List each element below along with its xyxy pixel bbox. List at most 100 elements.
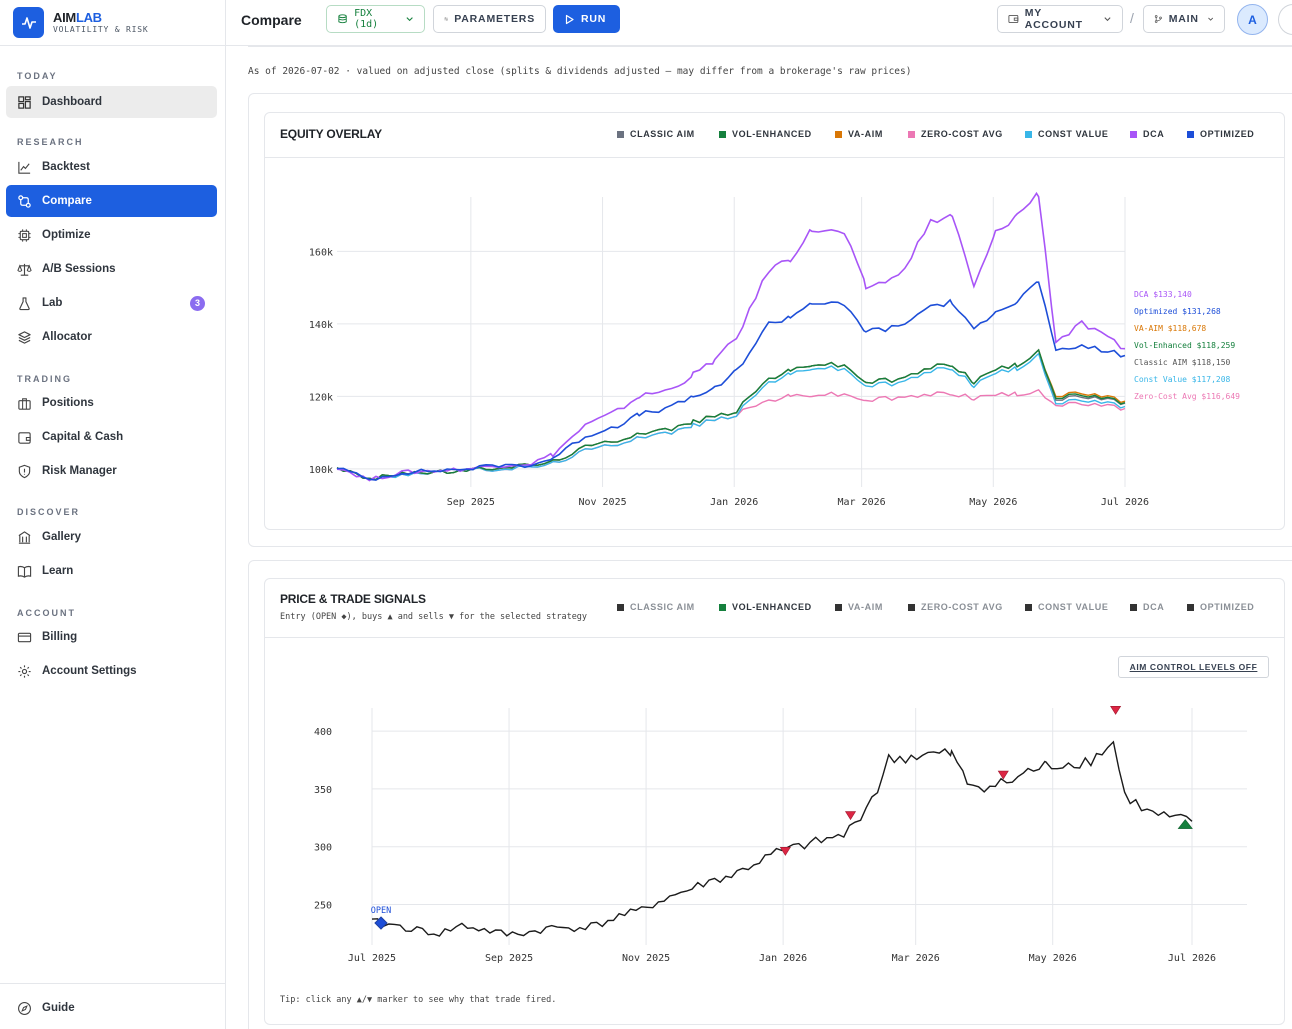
sidebar-item-label: A/B Sessions: [42, 263, 116, 275]
legend-swatch: [719, 603, 726, 611]
sidebar-item-label: Positions: [42, 397, 94, 409]
series-line-optimized[interactable]: [336, 281, 1126, 481]
legend-swatch: [1025, 603, 1032, 611]
end-value-label: DCA $133,140: [1134, 290, 1192, 299]
price-line-fdx[interactable]: [371, 740, 1193, 937]
sidebar-item-allocator[interactable]: Allocator: [6, 321, 217, 353]
y-tick-label: 300: [314, 843, 332, 854]
legend-label: CONST VALUE: [1038, 129, 1109, 139]
sidebar-item-positions[interactable]: Positions: [6, 387, 217, 419]
account-select[interactable]: MY ACCOUNT: [997, 5, 1123, 33]
legend-classic-aim[interactable]: CLASSIC AIM: [617, 129, 695, 139]
avatar[interactable]: A: [1237, 4, 1268, 35]
sidebar-item-label: Lab: [42, 297, 63, 309]
x-tick-label: May 2026: [1029, 953, 1077, 964]
section-title-trading: TRADING: [17, 374, 72, 384]
card-icon: [17, 632, 32, 642]
sidebar-item-risk-manager[interactable]: Risk Manager: [6, 455, 217, 487]
top-bar: Compare FDX (1d) PARAMETERS RUN MY ACCOU…: [226, 0, 1292, 46]
legend-dca[interactable]: DCA: [1130, 129, 1164, 139]
series-line-vol-enhanced[interactable]: [336, 348, 1126, 481]
y-tick-label: 160k: [309, 247, 333, 258]
sell-marker[interactable]: [1110, 706, 1122, 715]
sidebar-item-account-settings[interactable]: Account Settings: [6, 655, 217, 687]
legend-classic-aim[interactable]: CLASSIC AIM: [617, 602, 695, 612]
layers-icon: [18, 330, 31, 344]
legend-vol-enhanced[interactable]: VOL-ENHANCED: [719, 129, 812, 139]
sidebar-item-dashboard[interactable]: Dashboard: [6, 86, 217, 118]
sidebar-item-capital-cash[interactable]: Capital & Cash: [6, 421, 217, 453]
brand-name: AIMLAB: [53, 10, 102, 25]
sidebar-item-label: Guide: [42, 1002, 75, 1014]
play-icon: [565, 14, 574, 24]
legend-va-aim[interactable]: VA-AIM: [835, 129, 883, 139]
sidebar-footer: [0, 983, 225, 1029]
sell-marker[interactable]: [844, 811, 857, 821]
grid-icon: [18, 95, 31, 109]
branch-select[interactable]: MAIN: [1143, 5, 1225, 33]
open-marker[interactable]: [374, 916, 388, 930]
sidebar-item-label: Learn: [42, 565, 74, 577]
sidebar-item-compare[interactable]: Compare: [6, 185, 217, 217]
sidebar-item-label: Dashboard: [42, 96, 103, 108]
branch-icon: [1154, 15, 1162, 23]
run-button[interactable]: RUN: [553, 5, 620, 33]
sliders-icon: [444, 17, 448, 21]
legend-zero-cost-avg[interactable]: ZERO-COST AVG: [908, 602, 1003, 612]
wallet-icon: [1008, 14, 1019, 24]
series-line-const-value[interactable]: [336, 352, 1126, 481]
y-tick-label: 400: [314, 727, 332, 738]
legend-label: DCA: [1143, 602, 1165, 612]
legend-const-value[interactable]: CONST VALUE: [1025, 129, 1108, 139]
end-value-label: VA-AIM $118,678: [1134, 324, 1206, 333]
y-tick-label: 100k: [309, 465, 333, 476]
legend-optimized[interactable]: OPTIMIZED: [1187, 602, 1254, 612]
breadcrumb-separator: /: [1130, 10, 1134, 26]
signals-card: [264, 578, 1285, 1025]
legend-swatch: [908, 603, 915, 611]
section-title-research: RESEARCH: [17, 137, 84, 147]
sidebar-item-gallery[interactable]: Gallery: [6, 521, 217, 553]
legend-zero-cost-avg[interactable]: ZERO-COST AVG: [908, 129, 1003, 139]
sidebar-item-lab[interactable]: Lab 3: [6, 287, 217, 319]
buy-marker[interactable]: [1177, 819, 1193, 829]
sidebar-item-billing[interactable]: Billing: [6, 621, 217, 653]
legend-const-value[interactable]: CONST VALUE: [1025, 602, 1108, 612]
legend-va-aim[interactable]: VA-AIM: [835, 602, 883, 612]
sell-marker[interactable]: [779, 847, 791, 856]
legend-vol-enhanced[interactable]: VOL-ENHANCED: [719, 602, 812, 612]
legend-label: VOL-ENHANCED: [732, 602, 812, 612]
account-label: MY ACCOUNT: [1024, 7, 1083, 31]
x-tick-label: Jan 2026: [759, 953, 807, 964]
sell-marker[interactable]: [997, 770, 1009, 780]
sidebar-item-label: Backtest: [42, 161, 90, 173]
pulse-icon[interactable]: [13, 7, 44, 38]
sidebar-item-guide[interactable]: Guide: [6, 992, 217, 1024]
parameters-button[interactable]: PARAMETERS: [433, 5, 546, 33]
chevron-down-icon: [1104, 17, 1111, 22]
series-line-zero-cost-avg[interactable]: [336, 388, 1126, 481]
x-tick-label: Mar 2026: [838, 497, 886, 508]
legend-swatch: [719, 130, 726, 138]
sidebar-item-backtest[interactable]: Backtest: [6, 151, 217, 183]
sidebar-item-ab-sessions[interactable]: A/B Sessions: [6, 253, 217, 285]
x-tick-label: Jul 2026: [1168, 953, 1216, 964]
aim-control-levels-toggle[interactable]: AIM CONTROL LEVELS OFF: [1118, 656, 1269, 678]
legend-optimized[interactable]: OPTIMIZED: [1187, 129, 1254, 139]
legend-swatch: [835, 603, 842, 611]
sidebar-item-optimize[interactable]: Optimize: [6, 219, 217, 251]
legend-swatch: [1130, 130, 1137, 138]
series-line-dca[interactable]: [336, 191, 1126, 482]
legend-swatch: [1187, 130, 1194, 138]
legend-dca[interactable]: DCA: [1130, 602, 1164, 612]
chevron-down-icon: [1207, 17, 1213, 21]
branch-label: MAIN: [1168, 13, 1199, 25]
sidebar-item-label: Gallery: [42, 531, 81, 543]
compare-icon: [18, 194, 31, 208]
wallet-icon: [18, 431, 31, 444]
help-icon[interactable]: [1278, 4, 1292, 35]
sidebar-item-label: Allocator: [42, 331, 92, 343]
sidebar-item-learn[interactable]: Learn: [6, 555, 217, 587]
x-tick-label: Jul 2025: [348, 953, 396, 964]
ticker-select[interactable]: FDX (1d): [326, 5, 425, 33]
